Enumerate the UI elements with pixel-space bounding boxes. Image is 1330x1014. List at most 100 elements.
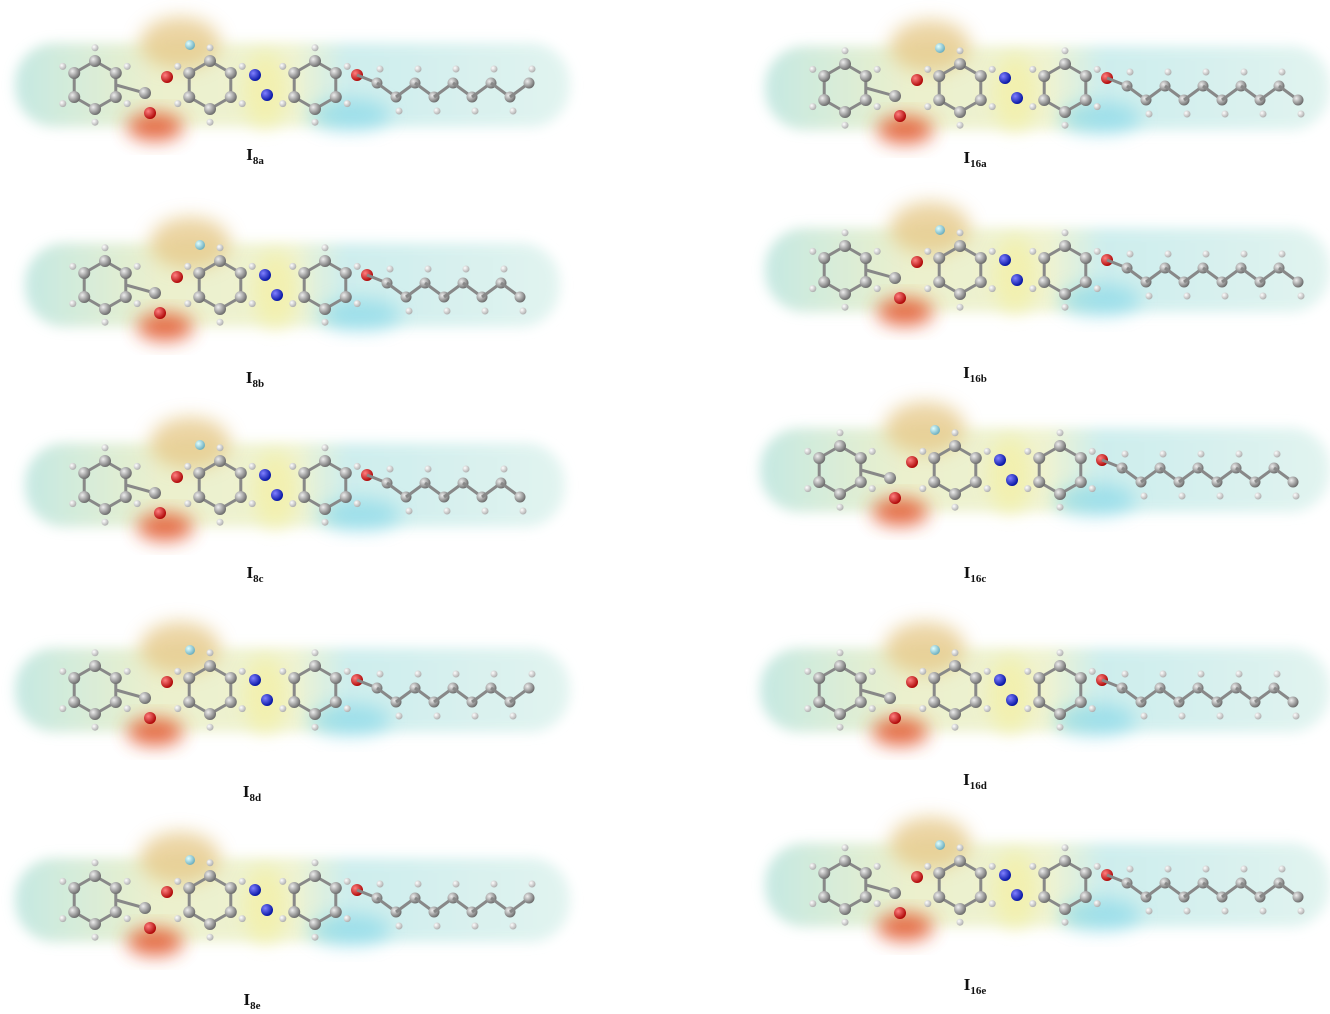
atom — [1094, 285, 1101, 292]
atom — [933, 276, 945, 288]
atom — [839, 240, 851, 252]
atom — [354, 463, 361, 470]
atom — [312, 44, 319, 51]
atom — [225, 672, 237, 684]
atom — [989, 248, 996, 255]
atom — [855, 672, 867, 684]
atom — [842, 47, 849, 54]
atom — [193, 291, 205, 303]
atom — [330, 67, 342, 79]
atom — [279, 878, 286, 885]
atom — [1059, 855, 1071, 867]
atom — [239, 668, 246, 675]
atom — [1089, 485, 1096, 492]
atom — [1057, 649, 1064, 656]
atom — [453, 66, 460, 73]
atom — [1094, 900, 1101, 907]
atom — [249, 500, 256, 507]
atom — [1122, 671, 1129, 678]
negative-region — [127, 718, 183, 746]
atom — [1298, 908, 1305, 915]
atom — [1279, 251, 1286, 258]
atom — [1179, 493, 1186, 500]
atom — [1255, 493, 1262, 500]
label-sub: 16d — [970, 780, 987, 792]
atom — [989, 66, 996, 73]
atom — [834, 440, 846, 452]
atom — [1029, 900, 1036, 907]
atom — [144, 922, 156, 934]
atom — [309, 870, 321, 882]
atom — [842, 304, 849, 311]
atom — [1094, 863, 1101, 870]
atom — [1141, 493, 1148, 500]
atom — [102, 319, 109, 326]
atom — [309, 103, 321, 115]
atom — [839, 288, 851, 300]
atom — [818, 252, 830, 264]
atom — [1094, 66, 1101, 73]
atom — [99, 503, 111, 515]
atom — [161, 676, 173, 688]
atom — [271, 489, 283, 501]
atom — [110, 696, 122, 708]
atom — [235, 467, 247, 479]
atom — [1089, 705, 1096, 712]
atom — [482, 308, 489, 315]
atom — [239, 63, 246, 70]
atom — [217, 319, 224, 326]
label-sub: 8b — [253, 378, 265, 390]
atom — [834, 708, 846, 720]
atom — [1038, 252, 1050, 264]
atom — [911, 74, 923, 86]
atom — [919, 705, 926, 712]
atom — [102, 244, 109, 251]
atom — [975, 276, 987, 288]
atom — [59, 705, 66, 712]
atom — [874, 248, 881, 255]
atom — [949, 708, 961, 720]
atom — [185, 645, 195, 655]
atom — [354, 300, 361, 307]
atom — [919, 485, 926, 492]
atom — [134, 263, 141, 270]
atom — [1029, 285, 1036, 292]
atom — [957, 122, 964, 129]
panel-label: I8a — [246, 145, 264, 167]
atom — [1288, 477, 1299, 488]
atom — [1080, 276, 1092, 288]
atom — [952, 429, 959, 436]
atom — [837, 649, 844, 656]
atom — [322, 444, 329, 451]
atom — [92, 649, 99, 656]
atom — [279, 915, 286, 922]
atom — [463, 466, 470, 473]
atom — [970, 696, 982, 708]
atom — [809, 900, 816, 907]
atom — [804, 485, 811, 492]
atom — [139, 87, 151, 99]
atom — [225, 696, 237, 708]
atom — [59, 63, 66, 70]
atom — [834, 660, 846, 672]
atom — [89, 918, 101, 930]
atom — [249, 263, 256, 270]
atom — [453, 881, 460, 888]
atom — [1024, 668, 1031, 675]
atom — [869, 668, 876, 675]
panel-label: I16e — [964, 975, 987, 997]
label-sub: 16a — [970, 158, 987, 170]
atom — [259, 269, 271, 281]
atom — [1080, 70, 1092, 82]
atom — [975, 867, 987, 879]
atom — [110, 906, 122, 918]
atom — [207, 724, 214, 731]
atom — [952, 649, 959, 656]
atom — [288, 882, 300, 894]
atom — [510, 108, 517, 115]
negative-region — [877, 298, 933, 326]
atom — [124, 668, 131, 675]
atom — [491, 881, 498, 888]
atom — [989, 900, 996, 907]
atom — [842, 229, 849, 236]
